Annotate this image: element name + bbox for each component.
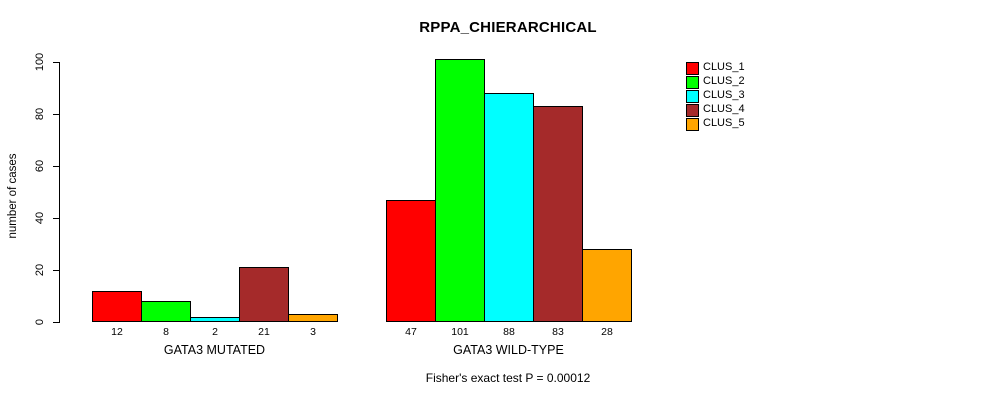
- bar-value-label: 88: [503, 326, 515, 338]
- y-axis-tick-label: 20: [34, 263, 46, 277]
- bar-value-label: 2: [212, 326, 218, 338]
- y-axis-line: [59, 62, 60, 323]
- legend-label-clus_4: CLUS_4: [703, 103, 745, 115]
- y-axis-tick: [53, 166, 60, 167]
- category-label-gata3-wild-type: GATA3 WILD-TYPE: [453, 343, 564, 357]
- bar-value-label: 83: [552, 326, 564, 338]
- legend-swatch-clus_1: [686, 62, 699, 75]
- legend-swatch-clus_3: [686, 90, 699, 103]
- y-axis-tick-label: 40: [34, 211, 46, 225]
- y-axis-tick: [53, 62, 60, 63]
- y-axis-tick: [53, 218, 60, 219]
- fisher-test-footnote: Fisher's exact test P = 0.00012: [425, 371, 591, 385]
- bar-clus_5-gata3-wild-type: [582, 249, 632, 322]
- bar-clus_5-gata3-mutated: [288, 314, 338, 322]
- y-axis-tick: [53, 114, 60, 115]
- bar-value-label: 21: [258, 326, 270, 338]
- bar-value-label: 8: [163, 326, 169, 338]
- bar-clus_1-gata3-wild-type: [386, 200, 436, 322]
- legend-label-clus_2: CLUS_2: [703, 75, 745, 87]
- bar-value-label: 3: [310, 326, 316, 338]
- bar-value-label: 28: [601, 326, 613, 338]
- bar-clus_3-gata3-wild-type: [484, 93, 534, 322]
- bar-clus_1-gata3-mutated: [92, 291, 142, 322]
- y-axis-label: number of cases: [7, 153, 19, 239]
- y-axis-tick-label: 60: [34, 159, 46, 173]
- bar-clus_3-gata3-mutated: [190, 317, 240, 322]
- bar-clus_2-gata3-mutated: [141, 301, 191, 322]
- y-axis-tick: [53, 322, 60, 323]
- legend-label-clus_1: CLUS_1: [703, 61, 745, 73]
- y-axis-tick-label: 0: [34, 318, 46, 326]
- bar-clus_4-gata3-wild-type: [533, 106, 583, 322]
- y-axis-tick-label: 80: [34, 107, 46, 121]
- legend-swatch-clus_2: [686, 76, 699, 89]
- legend-swatch-clus_5: [686, 118, 699, 131]
- bar-value-label: 101: [451, 326, 469, 338]
- bar-value-label: 12: [111, 326, 123, 338]
- chart-title: RPPA_CHIERARCHICAL: [419, 19, 597, 36]
- category-label-gata3-mutated: GATA3 MUTATED: [163, 343, 266, 357]
- legend-label-clus_3: CLUS_3: [703, 89, 745, 101]
- y-axis-tick: [53, 270, 60, 271]
- legend-swatch-clus_4: [686, 104, 699, 117]
- bar-value-label: 47: [405, 326, 417, 338]
- bar-clus_4-gata3-mutated: [239, 267, 289, 322]
- bar-clus_2-gata3-wild-type: [435, 59, 485, 322]
- y-axis-tick-label: 100: [34, 52, 46, 72]
- legend-label-clus_5: CLUS_5: [703, 117, 745, 129]
